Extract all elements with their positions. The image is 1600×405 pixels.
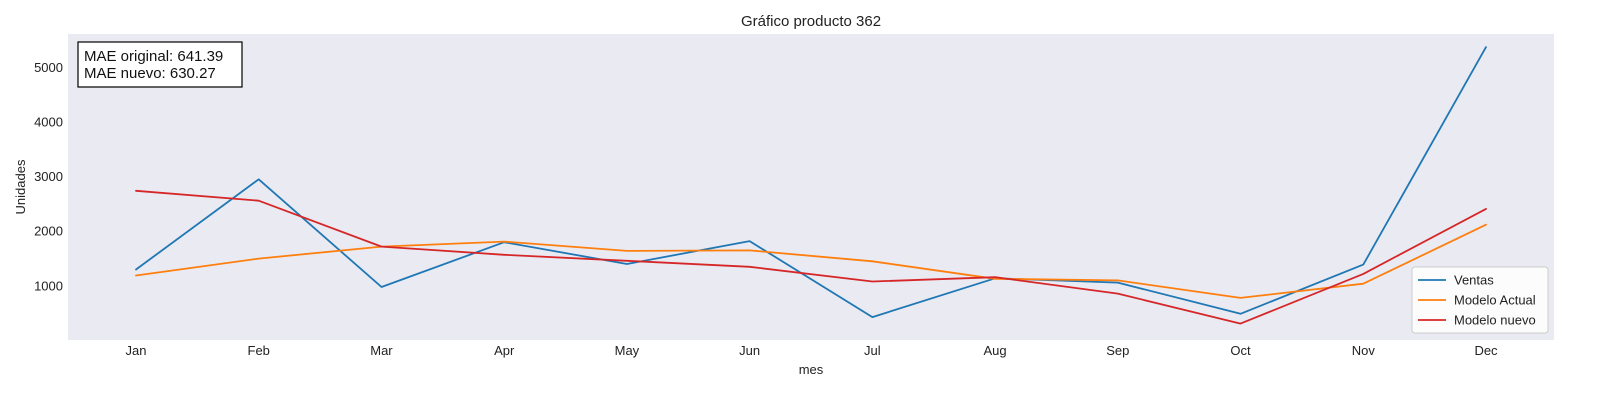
x-tick-label: Jul [864, 343, 881, 358]
x-tick-label: Feb [248, 343, 270, 358]
x-tick-label: May [615, 343, 640, 358]
x-tick-label: Mar [370, 343, 393, 358]
legend: Ventas Modelo Actual Modelo nuevo [1411, 266, 1549, 334]
legend-label-modelo-nuevo: Modelo nuevo [1454, 313, 1536, 328]
x-axis-ticks: Jan Feb Mar Apr May Jun Jul Aug Sep Oct Nov Dec [126, 343, 1499, 358]
x-tick-label: Apr [494, 343, 515, 358]
series-line-modelo-nuevo [135, 189, 1487, 325]
y-tick-label: 3000 [34, 169, 63, 184]
chart-title: Gráfico producto 362 [741, 13, 881, 30]
legend-frame [1411, 266, 1549, 334]
mae-nuevo-text: MAE nuevo: 630.27 [84, 65, 216, 82]
plot-area [68, 34, 1554, 340]
series-line-ventas [135, 46, 1487, 319]
y-tick-label: 1000 [34, 278, 63, 293]
x-tick-label: Jan [126, 343, 147, 358]
series-layer [135, 46, 1487, 325]
x-tick-label: Sep [1106, 343, 1129, 358]
x-tick-label: Nov [1352, 343, 1376, 358]
series-line-modelo-actual [135, 223, 1487, 299]
x-tick-label: Aug [984, 343, 1007, 358]
mae-annotation-box: MAE original: 641.39 MAE nuevo: 630.27 [77, 41, 243, 88]
x-tick-label: Oct [1230, 343, 1251, 358]
y-axis-label: Unidades [13, 159, 28, 214]
y-tick-label: 4000 [34, 114, 63, 129]
x-tick-label: Jun [739, 343, 760, 358]
y-tick-label: 5000 [34, 60, 63, 75]
legend-label-modelo-actual: Modelo Actual [1454, 293, 1536, 308]
x-axis-label: mes [799, 362, 824, 377]
y-axis-ticks: 1000 2000 3000 4000 5000 [34, 60, 63, 294]
legend-label-ventas: Ventas [1454, 273, 1494, 288]
x-tick-label: Dec [1474, 343, 1498, 358]
y-tick-label: 2000 [34, 224, 63, 239]
annotation-frame [77, 41, 243, 88]
mae-original-text: MAE original: 641.39 [84, 48, 223, 65]
